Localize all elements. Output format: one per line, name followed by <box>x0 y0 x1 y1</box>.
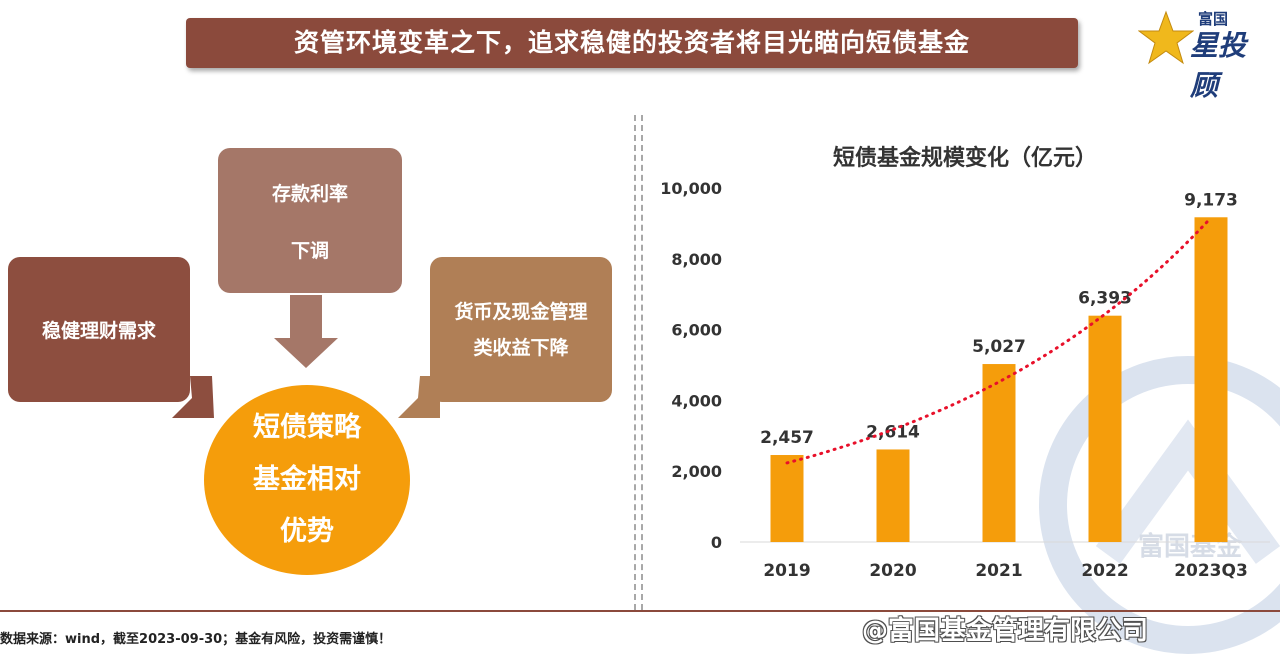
driver-box-stable-demand: 稳健理财需求 <box>8 257 190 402</box>
driver-box-money-fund-yield: 货币及现金管理 类收益下降 <box>430 257 612 402</box>
page-banner-title: 资管环境变革之下，追求稳健的投资者将目光瞄向短债基金 <box>186 18 1078 68</box>
center-line3: 优势 <box>280 516 334 547</box>
data-label: 2,614 <box>866 422 920 442</box>
data-label: 5,027 <box>972 337 1026 357</box>
logo-big-text: 星投顾 <box>1190 29 1247 102</box>
y-tick-label: 6,000 <box>671 321 722 340</box>
bar <box>982 364 1016 542</box>
arrow-down-icon <box>274 295 338 368</box>
bar <box>1088 315 1122 542</box>
chart-title: 短债基金规模变化（亿元） <box>832 146 1097 171</box>
data-label: 9,173 <box>1184 190 1238 210</box>
star-logo-icon <box>1138 10 1194 65</box>
x-tick-label: 2021 <box>975 561 1022 581</box>
y-tick-label: 0 <box>711 533 722 552</box>
bar <box>1194 217 1228 542</box>
trend-line <box>785 216 1213 465</box>
bar <box>876 449 910 542</box>
driver-left-label: 稳健理财需求 <box>41 320 156 342</box>
driver-right-label-line1: 货币及现金管理 <box>454 300 588 323</box>
section-divider <box>634 115 643 610</box>
driver-arrows <box>172 295 440 418</box>
arrow-left-to-center-icon <box>172 376 214 418</box>
y-tick-label: 10,000 <box>660 179 722 198</box>
bar-chart: 0 2,000 4,000 6,000 8,000 10,000 2,457 2019 2,61… <box>660 179 1270 581</box>
center-line1: 短债策略 <box>253 412 361 443</box>
x-tick-label: 2019 <box>763 561 810 581</box>
brand-logo: 富国 星投顾 <box>1138 6 1268 102</box>
driver-right-label-line2: 类收益下降 <box>473 336 569 359</box>
center-advantage-circle: 短债策略 基金相对 优势 <box>204 385 410 575</box>
data-source-note: 数据来源：wind，截至2023-09-30；基金有风险，投资需谨慎！ <box>0 632 392 647</box>
watermark-logo-icon: 富国基金 <box>1039 356 1280 654</box>
x-tick-label: 2023Q3 <box>1174 561 1248 581</box>
weibo-watermark: @富国基金管理有限公司 <box>862 616 1149 646</box>
arrow-right-to-center-icon <box>398 376 440 418</box>
x-tick-label: 2022 <box>1081 561 1128 581</box>
bar <box>770 455 804 542</box>
driver-top-label-line1: 存款利率 <box>271 182 348 205</box>
logo-small-text: 富国 <box>1198 10 1229 28</box>
y-tick-label: 2,000 <box>671 462 722 481</box>
y-tick-label: 4,000 <box>671 391 722 410</box>
y-tick-label: 8,000 <box>671 250 722 269</box>
data-label: 2,457 <box>760 428 814 448</box>
center-line2: 基金相对 <box>253 464 361 495</box>
driver-top-label-line2: 下调 <box>290 239 329 262</box>
x-tick-label: 2020 <box>869 561 916 581</box>
footer-divider <box>0 610 1280 612</box>
driver-box-deposit-rate: 存款利率 下调 <box>218 148 402 293</box>
